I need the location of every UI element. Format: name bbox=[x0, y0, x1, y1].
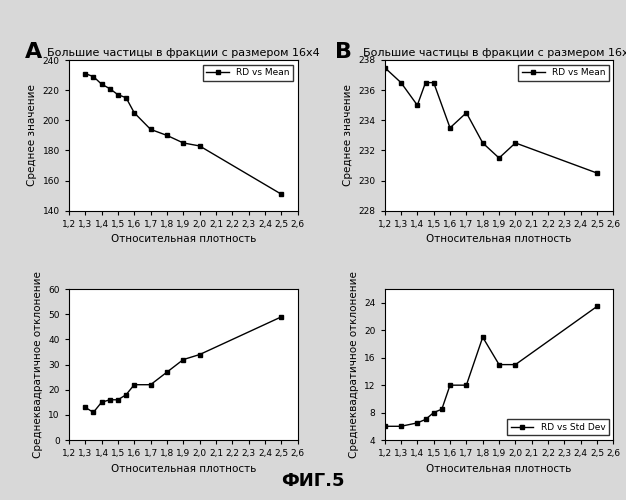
Title: Большие частицы в фракции с размером 16х4: Большие частицы в фракции с размером 16х… bbox=[362, 48, 626, 58]
Y-axis label: Среднеквадратичное отклонение: Среднеквадратичное отклонение bbox=[349, 271, 359, 458]
X-axis label: Относительная плотность: Относительная плотность bbox=[426, 234, 572, 244]
Title: Большие частицы в фракции с размером 16х4: Большие частицы в фракции с размером 16х… bbox=[47, 48, 320, 58]
Text: ФИГ.5: ФИГ.5 bbox=[281, 472, 345, 490]
X-axis label: Относительная плотность: Относительная плотность bbox=[426, 464, 572, 473]
Legend: RD vs Mean: RD vs Mean bbox=[518, 64, 609, 80]
Y-axis label: Среднеквадратичное отклонение: Среднеквадратичное отклонение bbox=[33, 271, 43, 458]
Y-axis label: Среднее значение: Среднее значение bbox=[343, 84, 353, 186]
Y-axis label: Среднее значение: Среднее значение bbox=[27, 84, 37, 186]
Legend: RD vs Mean: RD vs Mean bbox=[203, 64, 293, 80]
X-axis label: Относительная плотность: Относительная плотность bbox=[111, 234, 256, 244]
Legend: RD vs Std Dev: RD vs Std Dev bbox=[507, 420, 609, 436]
Text: A: A bbox=[25, 42, 43, 62]
Text: B: B bbox=[335, 42, 352, 62]
X-axis label: Относительная плотность: Относительная плотность bbox=[111, 464, 256, 473]
